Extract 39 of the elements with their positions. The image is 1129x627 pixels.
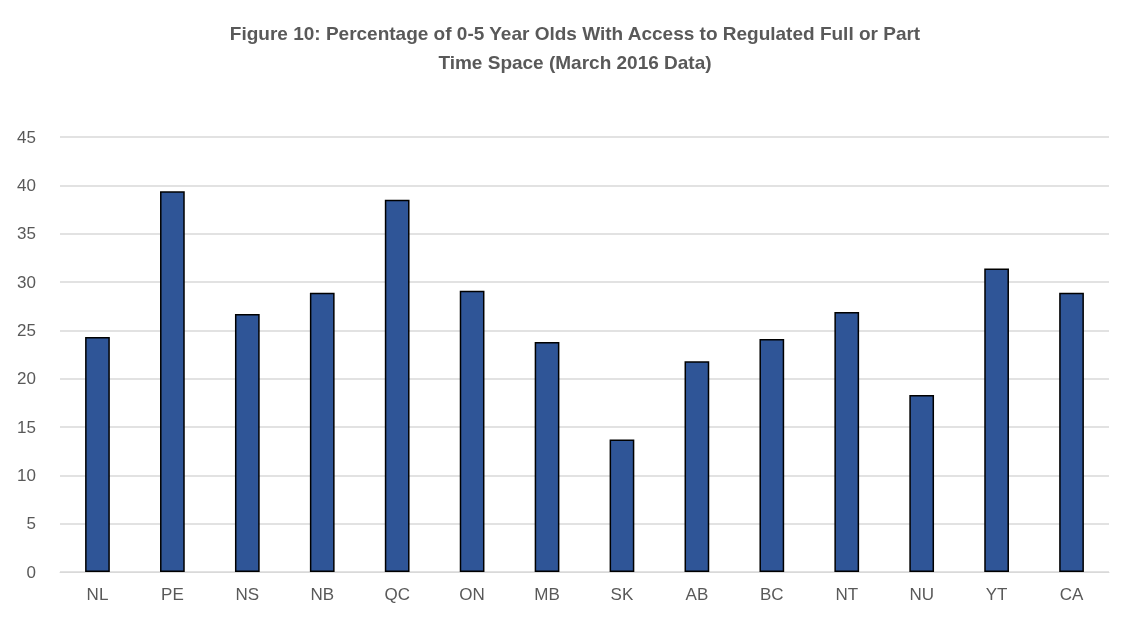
bar [684, 361, 710, 572]
chart-title: Figure 10: Percentage of 0-5 Year Olds With Access to Regulated Full or Part Time Space (March 2016 Data) [229, 23, 921, 73]
x-tick-label: NS [235, 585, 260, 604]
bar [1059, 292, 1084, 572]
bar [834, 311, 860, 572]
bar [459, 290, 485, 572]
x-tick-label: NL [86, 585, 109, 604]
x-tick-label: BC [760, 585, 784, 604]
bar [85, 337, 110, 572]
y-tick-label: 5 [26, 514, 36, 534]
y-tick-label: 15 [17, 417, 36, 437]
x-tick-label: AB [685, 585, 709, 604]
y-tick-label: 20 [17, 369, 36, 389]
y-tick-label: 40 [17, 175, 36, 195]
x-tick-label: YT [985, 585, 1008, 604]
bar [160, 191, 185, 572]
y-tick-label: 0 [26, 562, 36, 582]
y-tick-label: 25 [17, 320, 36, 340]
y-tick-label: 35 [17, 224, 36, 244]
y-tick-label: 10 [17, 465, 36, 485]
bar [984, 268, 1009, 572]
bar [759, 339, 785, 572]
x-tick-label: NT [835, 585, 859, 604]
x-tick-label: MB [534, 585, 560, 604]
bar [909, 395, 935, 572]
x-tick-label: PE [161, 585, 184, 604]
x-tick-label: QC [384, 585, 410, 604]
x-tick-label: SK [610, 585, 634, 604]
bar [534, 341, 560, 572]
x-tick-label: CA [1059, 585, 1084, 604]
bar [384, 199, 410, 572]
x-tick-label: NU [909, 585, 934, 604]
y-tick-label: 30 [17, 272, 36, 292]
bar [234, 313, 260, 572]
bar [309, 292, 335, 572]
bar [609, 439, 635, 572]
y-tick-label: 45 [17, 127, 36, 147]
x-tick-label: NB [310, 585, 335, 604]
x-tick-label: ON [459, 585, 485, 604]
